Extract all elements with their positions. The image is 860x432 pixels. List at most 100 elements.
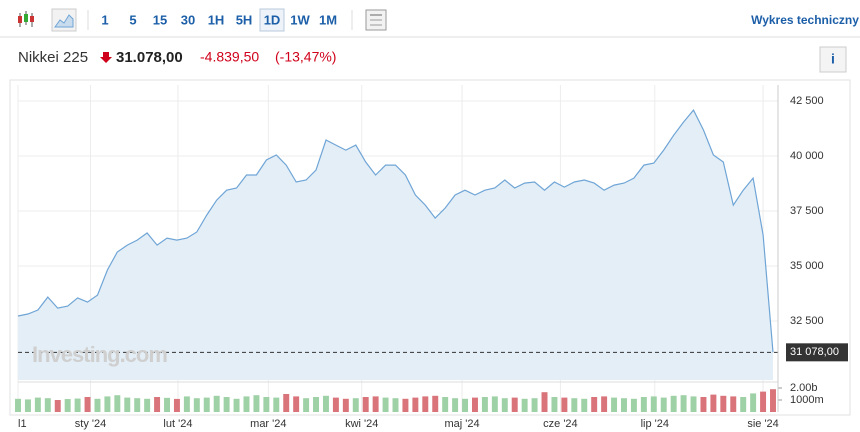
x-tick-label: sie '24 [747, 418, 778, 430]
volume-bar [501, 398, 508, 412]
y-tick-label: 32 500 [790, 315, 824, 327]
volume-bar [34, 397, 41, 412]
volume-bar [233, 398, 240, 412]
volume-bar [521, 398, 528, 412]
instrument-name: Nikkei 225 [18, 49, 88, 66]
volume-bar [730, 396, 737, 412]
volume-bar [84, 397, 91, 412]
price: 31.078,00 [116, 49, 183, 66]
volume-bar [154, 397, 161, 412]
x-tick-label: lut '24 [163, 418, 192, 430]
volume-bar [491, 396, 498, 412]
volume-bar [134, 398, 141, 412]
interval-button[interactable]: 5H [236, 12, 253, 27]
volume-bar [213, 395, 220, 412]
x-tick-label: maj '24 [444, 418, 479, 430]
volume-bar [452, 398, 459, 412]
candle-icon[interactable] [18, 11, 34, 27]
volume-bar [561, 397, 568, 412]
volume-tick-label: 2.00b [790, 382, 818, 394]
last-price-label: 31 078,00 [790, 346, 839, 358]
change: -4.839,50 [200, 49, 259, 65]
interval-button[interactable]: 30 [181, 12, 195, 27]
volume-bar [551, 397, 558, 412]
watermark: Investing.com [32, 342, 167, 367]
y-tick-label: 40 000 [790, 150, 824, 162]
volume-bar [263, 397, 270, 412]
y-tick-label: 42 500 [790, 95, 824, 107]
volume-bar [64, 399, 71, 412]
interval-button[interactable]: 15 [153, 12, 167, 27]
volume-bar [670, 395, 677, 412]
x-tick-label: kwi '24 [345, 418, 378, 430]
info-button-label[interactable]: i [831, 51, 835, 67]
volume-bar [571, 398, 578, 412]
volume-bar [581, 398, 588, 412]
volume-bar [15, 398, 21, 412]
x-tick-label: lip '24 [641, 418, 669, 430]
volume-bar [601, 396, 608, 412]
volume-bar [332, 397, 339, 412]
technical-chart-link[interactable]: Wykres techniczny » [751, 13, 860, 27]
indicator-icon[interactable] [365, 9, 387, 31]
x-tick-label: sty '24 [75, 418, 106, 430]
volume-bar [650, 396, 657, 412]
interval-button[interactable]: 5 [129, 12, 136, 27]
volume-bar [611, 397, 618, 412]
x-tick-label: l1 [18, 418, 27, 430]
volume-bar [243, 396, 250, 412]
volume-bar [44, 398, 51, 412]
volume-bar [442, 397, 449, 412]
volume-bar [342, 398, 349, 412]
volume-bar [24, 399, 31, 412]
volume-bar [94, 398, 101, 412]
volume-bar [531, 398, 538, 412]
x-tick-label: mar '24 [250, 418, 286, 430]
price-line [17, 109, 774, 353]
volume-bar [621, 398, 627, 412]
area-icon[interactable] [51, 8, 77, 32]
volume-bar [412, 397, 419, 412]
volume-bar [392, 398, 399, 412]
area-fill [18, 110, 773, 380]
interval-button[interactable]: 1D [264, 12, 281, 27]
volume-bar [283, 394, 290, 412]
volume-bar [710, 394, 717, 412]
volume-bar [770, 389, 776, 412]
volume-tick-label: 1000m [790, 394, 824, 406]
info-button[interactable] [819, 46, 847, 73]
volume-bar [700, 397, 707, 412]
volume-bar [303, 398, 310, 412]
volume-bar [640, 397, 647, 412]
y-tick-label: 35 000 [790, 260, 824, 272]
volume-bar [422, 396, 429, 412]
volume-bar [173, 398, 180, 412]
interval-button[interactable]: 1H [208, 12, 225, 27]
volume-bar [362, 397, 369, 412]
interval-button[interactable]: 1 [101, 12, 108, 27]
change-percent: (-13,47%) [275, 49, 336, 65]
volume-bar [253, 395, 260, 412]
volume-bar [313, 397, 320, 412]
volume-bar [402, 398, 409, 412]
volume-bar [183, 396, 190, 412]
volume-bar [203, 397, 210, 412]
volume-bar [690, 396, 697, 412]
volume-bar [293, 396, 300, 412]
x-tick-label: cze '24 [543, 418, 578, 430]
volume-bar [660, 397, 667, 412]
interval-button[interactable]: 1W [290, 12, 310, 27]
volume-bar [114, 395, 121, 412]
volume-bar [680, 395, 687, 412]
volume-bar [144, 398, 151, 412]
volume-bar [591, 397, 598, 412]
volume-bar [124, 397, 131, 412]
volume-bar [372, 396, 379, 412]
volume-bar [630, 398, 637, 412]
down-arrow [100, 52, 112, 63]
volume-bar [193, 398, 200, 412]
interval-button[interactable]: 1M [319, 12, 337, 27]
volume-bar [382, 397, 389, 412]
volume-bar [432, 395, 439, 412]
